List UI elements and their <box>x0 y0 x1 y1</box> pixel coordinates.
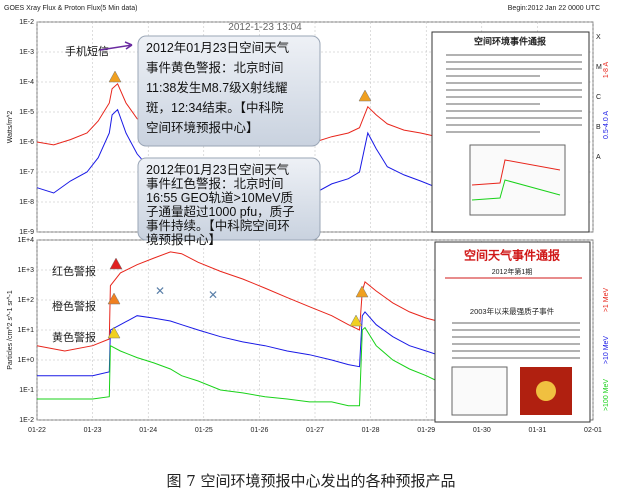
alert-label: 黄色警报 <box>52 330 96 344</box>
y-tick-label: 1E+2 <box>17 297 34 304</box>
alert-label: 红色警报 <box>52 264 96 278</box>
x-tick-label: 01-23 <box>84 427 102 434</box>
y-tick-label: 1E+0 <box>17 357 34 364</box>
caption: 图 7 空间环境预报中心发出的各种预报产品 <box>166 472 455 490</box>
sms-text: 16:55 GEO轨道>10MeV质 <box>146 191 293 205</box>
sms-text: 2012年01月23日空间天气 <box>146 162 290 177</box>
flare-class: B <box>596 124 601 131</box>
bulletin-title: 空间天气事件通报 <box>464 248 560 263</box>
legend-entry: 1-8 A <box>603 62 610 79</box>
x-tick-label: 02-01 <box>584 427 602 434</box>
legend-entry: >1 MeV <box>603 288 610 313</box>
sms-bubble <box>137 35 321 147</box>
bulletin-title: 空间环境事件通报 <box>474 35 546 46</box>
x-tick-label: 01-29 <box>417 427 435 434</box>
legend-entry: >100 MeV <box>603 379 610 411</box>
flare-class: C <box>596 94 601 101</box>
sms-text: 事件红色警报：北京时间 <box>146 176 284 191</box>
series-line <box>36 251 438 352</box>
y-tick-label: 1E-2 <box>19 19 34 26</box>
header-begin: Begin:2012 Jan 22 0000 UTC <box>508 5 600 12</box>
x-tick-label: 01-26 <box>250 427 268 434</box>
bulletin-plot <box>451 366 508 416</box>
y-tick-label: 1E+1 <box>17 327 34 334</box>
sms-bubble <box>137 157 321 241</box>
sms-text: 子通量超过1000 pfu，质子 <box>146 204 295 219</box>
bulletin-plot <box>469 144 566 216</box>
bulletin-curve <box>471 179 561 201</box>
y-tick-label: 1E-4 <box>19 79 34 86</box>
satellite-icon: ✕ <box>155 284 165 298</box>
y-tick-label: 1E-2 <box>19 417 34 424</box>
alert-icon <box>107 292 121 305</box>
alert-icon <box>349 314 363 327</box>
y-tick-label: 1E+4 <box>17 237 34 244</box>
bulletin-sun <box>536 381 556 401</box>
sms-text: 2012年01月23日空间天气 <box>146 40 290 55</box>
x-tick-label: 01-22 <box>28 427 46 434</box>
y-tick-label: 1E-3 <box>19 49 34 56</box>
x-tick-label: 01-28 <box>362 427 380 434</box>
legend-entry: 0.5-4.0 A <box>603 111 610 139</box>
y-axis-label: Particles /cm^2 s^-1 sr^-1 <box>7 290 14 370</box>
y-tick-label: 1E-1 <box>19 387 34 394</box>
sms-text: 斑，12:34结束。【中科院 <box>146 100 284 115</box>
x-tick-label: 01-27 <box>306 427 324 434</box>
alert-label: 橙色警报 <box>52 299 96 313</box>
y-tick-label: 1E-9 <box>19 229 34 236</box>
sms-time: 2012-1-23 13:04 <box>228 22 302 33</box>
y-tick-label: 1E-6 <box>19 139 34 146</box>
x-tick-label: 01-24 <box>139 427 157 434</box>
alert-icon <box>108 70 122 83</box>
y-tick-label: 1E-8 <box>19 199 34 206</box>
y-tick-label: 1E-7 <box>19 169 34 176</box>
header-title: GOES Xray Flux & Proton Flux(5 Min data) <box>4 5 137 12</box>
x-tick-label: 01-31 <box>528 427 546 434</box>
y-tick-label: 1E+3 <box>17 267 34 274</box>
bulletin: 空间天气事件通报 2012年第1期 2003年以来最强质子事件 <box>434 241 591 423</box>
x-tick-label: 01-25 <box>195 427 213 434</box>
legend-entry: >10 MeV <box>603 336 610 365</box>
bulletin: 空间环境事件通报 <box>431 31 590 233</box>
sms-text: 事件持续。【中科院空间环 <box>146 218 290 233</box>
alert-icon <box>107 326 121 339</box>
sms-arrow <box>99 41 133 51</box>
alert-icon <box>355 285 369 298</box>
y-tick-label: 1E-5 <box>19 109 34 116</box>
flare-class: A <box>596 154 601 161</box>
flare-class: M <box>596 64 602 71</box>
sms-text: 11:38发生M8.7级X射线耀 <box>146 80 288 95</box>
flare-class: X <box>596 34 601 41</box>
series-line <box>37 311 438 377</box>
bulletin-curve <box>471 159 561 186</box>
sms-label: 手机短信 <box>65 44 109 58</box>
alert-icon <box>358 89 372 102</box>
sms-group: 手机短信 2012-1-23 13:04 2012年01月23日空间天气事件黄色警报… <box>65 22 321 247</box>
satellite-icon: ✕ <box>208 288 218 302</box>
y-axis-label: Watts/m^2 <box>7 111 14 144</box>
sms-text: 空间环境预报中心】 <box>146 120 259 135</box>
sms-text: 境预报中心】 <box>146 232 221 247</box>
bulletin-issue: 2012年第1期 <box>492 267 532 276</box>
series-line <box>37 326 438 407</box>
x-tick-label: 01-30 <box>473 427 491 434</box>
sms-text: 事件黄色警报：北京时间 <box>146 60 284 75</box>
alert-icon <box>109 257 123 270</box>
bulletin-headline: 2003年以来最强质子事件 <box>470 306 555 316</box>
